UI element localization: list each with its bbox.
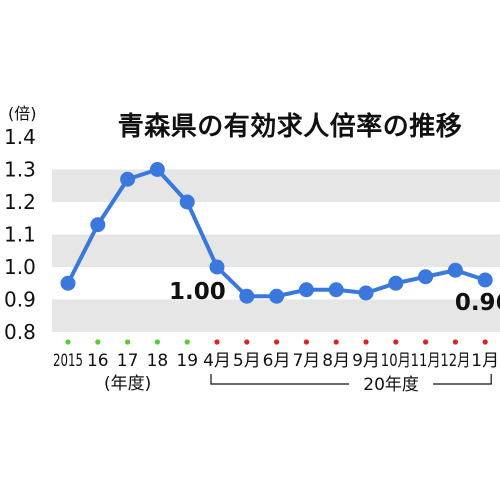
y-tick-label: 1.4 (4, 125, 36, 149)
data-point (90, 217, 106, 233)
bracket-right (433, 374, 492, 385)
x-tick-label: 9月 (352, 351, 380, 371)
data-point (388, 275, 404, 291)
group-label-monthly: 20年度 (363, 375, 419, 395)
chart-title: 青森県の有効求人倍率の推移 (117, 112, 463, 142)
data-point (120, 171, 136, 187)
bracket-left (210, 374, 350, 385)
x-tick-label: 5月 (233, 351, 261, 371)
x-tick-label: 2015 (53, 351, 83, 371)
x-tick-label: 7月 (292, 351, 320, 371)
data-label: 1.00 (169, 279, 226, 305)
x-tick-label: 18 (147, 351, 169, 371)
unit-label: (倍) (8, 104, 37, 123)
y-tick-label: 0.9 (4, 288, 36, 312)
y-tick-label: 1.3 (4, 158, 36, 182)
category-marker (333, 339, 339, 345)
data-point (358, 285, 374, 301)
x-tick-label: 6月 (263, 351, 291, 371)
y-tick-label: 1.1 (4, 223, 36, 247)
data-label: 0.96 (455, 290, 500, 316)
y-tick-label: 0.8 (4, 320, 36, 344)
y-tick-label: 1.2 (4, 190, 36, 214)
category-marker (482, 339, 488, 345)
x-tick-label: 12月 (440, 351, 470, 371)
data-point (149, 162, 165, 177)
category-marker (244, 339, 250, 345)
category-marker (452, 339, 458, 345)
category-marker (303, 339, 309, 345)
x-tick-label: 19 (176, 351, 198, 371)
data-point (418, 269, 434, 285)
grid-band (52, 234, 500, 267)
data-point (477, 272, 493, 288)
x-tick-label: 16 (87, 351, 109, 371)
data-point (269, 288, 285, 304)
group-label-annual: (年度) (104, 374, 151, 394)
y-tick-label: 1.0 (4, 255, 36, 279)
category-marker (393, 339, 399, 345)
x-tick-label: 8月 (322, 351, 350, 371)
category-marker (95, 339, 101, 345)
data-point (239, 288, 255, 304)
x-tick-label: 10月 (381, 351, 411, 371)
x-tick-label: 17 (117, 351, 139, 371)
x-tick-label: 11月 (411, 351, 441, 371)
category-marker (214, 339, 220, 345)
x-tick-label: 1月 (471, 351, 499, 371)
category-marker (125, 339, 131, 345)
category-marker (423, 339, 429, 345)
data-point (209, 259, 225, 275)
data-point (328, 282, 344, 298)
grid-band (52, 299, 500, 332)
data-point (60, 275, 76, 291)
data-point (298, 282, 314, 298)
data-point (179, 194, 195, 210)
category-marker (154, 339, 160, 345)
category-marker (65, 339, 71, 345)
x-tick-label: 4月 (203, 351, 231, 371)
category-marker (363, 339, 369, 345)
category-marker (274, 339, 280, 345)
data-point (447, 262, 463, 278)
category-marker (184, 339, 190, 345)
grid-band (52, 169, 500, 202)
